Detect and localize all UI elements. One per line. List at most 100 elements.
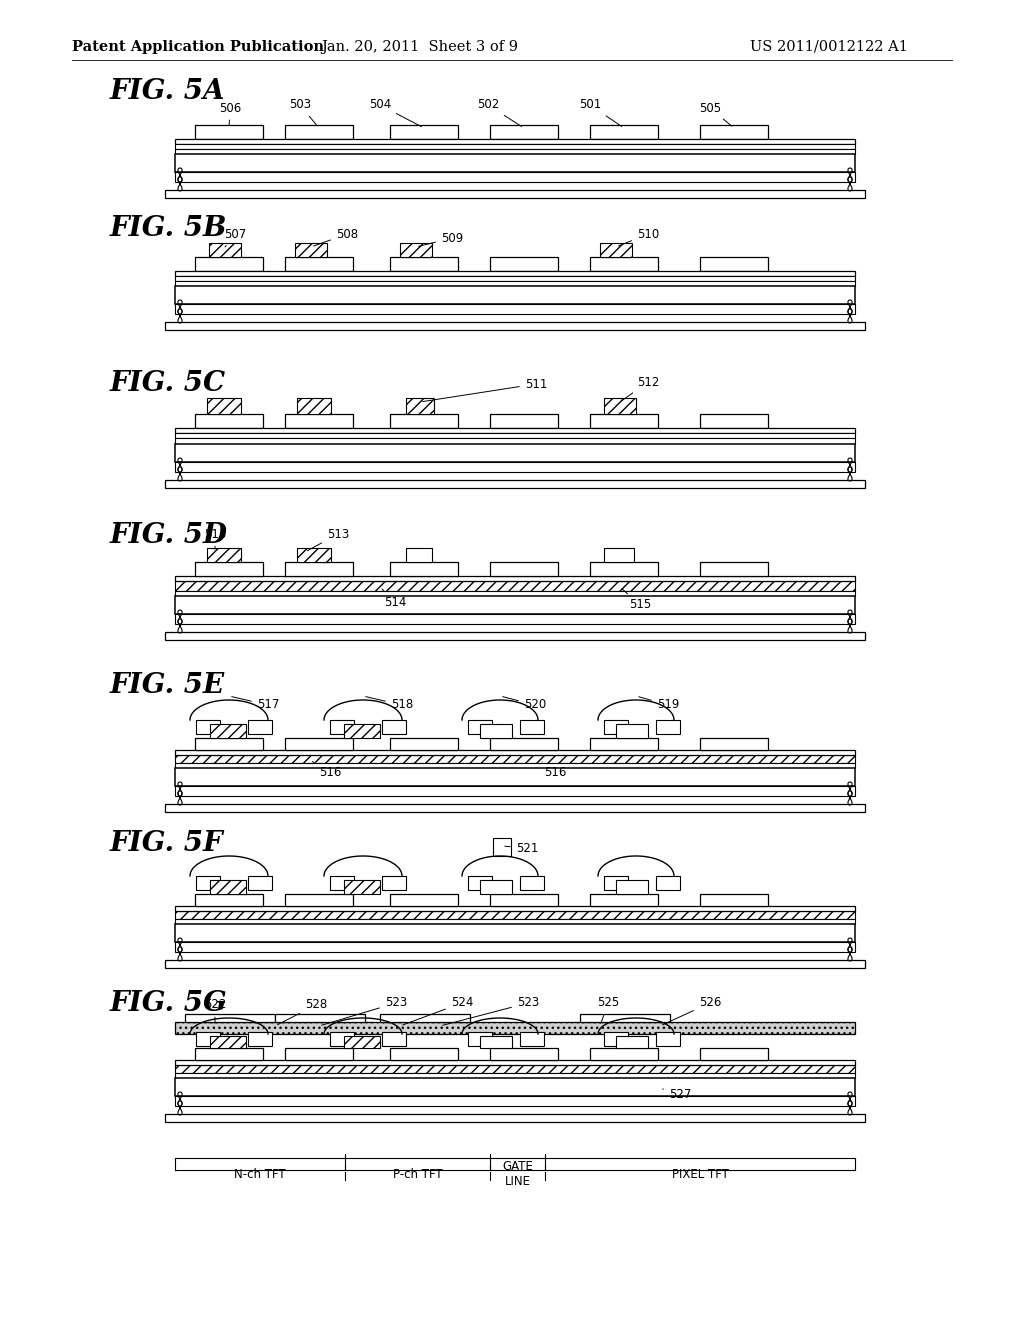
- Text: Jan. 20, 2011  Sheet 3 of 9: Jan. 20, 2011 Sheet 3 of 9: [322, 40, 518, 54]
- Bar: [175, 1078, 855, 1096]
- Bar: [520, 876, 544, 890]
- Bar: [468, 719, 492, 734]
- Bar: [175, 768, 855, 785]
- Bar: [656, 719, 680, 734]
- Bar: [330, 876, 354, 890]
- Bar: [390, 414, 458, 428]
- Text: 522: 522: [204, 998, 226, 1023]
- Bar: [344, 1036, 380, 1048]
- Bar: [590, 562, 658, 576]
- Text: 524: 524: [402, 997, 473, 1026]
- Text: 504: 504: [369, 99, 422, 127]
- Bar: [175, 172, 855, 182]
- Text: 508: 508: [313, 227, 358, 246]
- Text: 510: 510: [618, 227, 659, 246]
- Text: 515: 515: [622, 589, 651, 611]
- Bar: [295, 243, 327, 257]
- Bar: [490, 257, 558, 271]
- Bar: [590, 257, 658, 271]
- Bar: [580, 1014, 670, 1022]
- Text: 519: 519: [639, 697, 679, 711]
- Bar: [468, 1032, 492, 1045]
- Bar: [468, 876, 492, 890]
- Bar: [175, 462, 855, 473]
- Bar: [490, 894, 558, 906]
- Bar: [616, 880, 648, 894]
- Bar: [165, 632, 865, 640]
- Bar: [207, 399, 241, 414]
- Text: 513: 513: [307, 528, 349, 550]
- Bar: [656, 1032, 680, 1045]
- Bar: [285, 894, 353, 906]
- Bar: [175, 1022, 855, 1034]
- Bar: [165, 480, 865, 488]
- Bar: [590, 738, 658, 750]
- Text: GATE
LINE: GATE LINE: [502, 1160, 532, 1188]
- Bar: [700, 1048, 768, 1060]
- Bar: [165, 1114, 865, 1122]
- Bar: [390, 257, 458, 271]
- Text: 509: 509: [419, 231, 463, 247]
- Bar: [330, 1032, 354, 1045]
- Bar: [285, 738, 353, 750]
- Bar: [604, 719, 628, 734]
- Bar: [175, 924, 855, 942]
- Bar: [175, 919, 855, 924]
- Bar: [165, 322, 865, 330]
- Bar: [285, 562, 353, 576]
- Bar: [195, 894, 263, 906]
- Text: 521: 521: [505, 842, 539, 854]
- Bar: [195, 125, 263, 139]
- Bar: [616, 723, 648, 738]
- Bar: [196, 719, 220, 734]
- Text: P-ch TFT: P-ch TFT: [392, 1167, 442, 1180]
- Text: 501: 501: [579, 99, 622, 127]
- Bar: [175, 597, 855, 614]
- Bar: [600, 243, 632, 257]
- Bar: [490, 1048, 558, 1060]
- Bar: [382, 876, 406, 890]
- Bar: [490, 414, 558, 428]
- Bar: [175, 433, 855, 438]
- Bar: [285, 257, 353, 271]
- Bar: [175, 1060, 855, 1065]
- Text: FIG. 5C: FIG. 5C: [110, 370, 226, 397]
- Bar: [520, 719, 544, 734]
- Text: 520: 520: [503, 697, 546, 711]
- Bar: [210, 1036, 246, 1048]
- Bar: [175, 1096, 855, 1106]
- Bar: [175, 154, 855, 172]
- Bar: [656, 876, 680, 890]
- Bar: [175, 591, 855, 597]
- Bar: [604, 399, 636, 414]
- Bar: [165, 804, 865, 812]
- Text: 506: 506: [219, 102, 241, 125]
- Text: 526: 526: [663, 997, 721, 1024]
- Bar: [604, 876, 628, 890]
- Text: FIG. 5E: FIG. 5E: [110, 672, 225, 700]
- Bar: [382, 1032, 406, 1045]
- Bar: [480, 1036, 512, 1048]
- Bar: [700, 414, 768, 428]
- Text: 507: 507: [224, 227, 246, 247]
- Text: 512: 512: [623, 375, 659, 400]
- Bar: [195, 562, 263, 576]
- Bar: [210, 880, 246, 894]
- Bar: [175, 1073, 855, 1078]
- Bar: [175, 614, 855, 624]
- Bar: [604, 548, 634, 562]
- Bar: [390, 1048, 458, 1060]
- Text: 527: 527: [663, 1089, 691, 1101]
- Bar: [344, 723, 380, 738]
- Bar: [406, 399, 434, 414]
- Bar: [175, 763, 855, 768]
- Bar: [590, 414, 658, 428]
- Text: 516: 516: [542, 762, 566, 780]
- Bar: [616, 1036, 648, 1048]
- Text: 502: 502: [477, 99, 521, 127]
- Bar: [382, 719, 406, 734]
- Bar: [700, 894, 768, 906]
- Bar: [175, 144, 855, 149]
- Text: 514: 514: [382, 589, 407, 609]
- Bar: [175, 906, 855, 911]
